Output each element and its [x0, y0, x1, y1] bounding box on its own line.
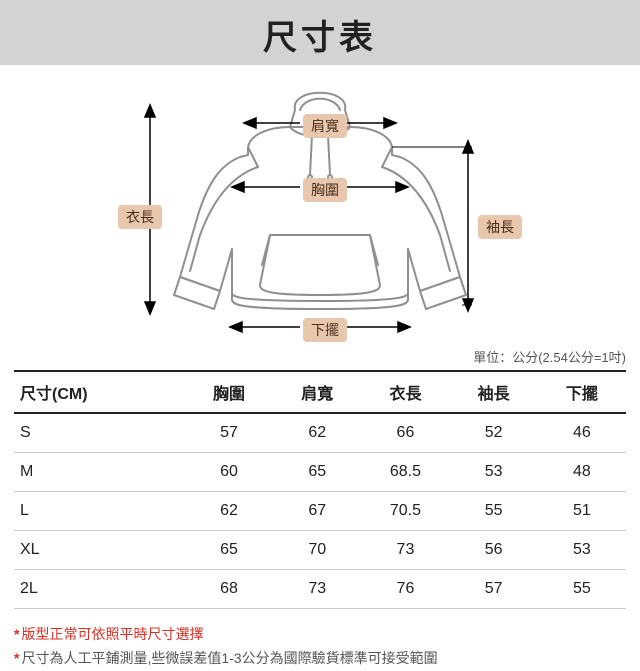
table-row: 2L6873765755: [14, 570, 626, 609]
table-cell: 73: [273, 570, 361, 609]
table-cell: 56: [450, 531, 538, 570]
table-cell: 66: [361, 413, 449, 453]
table-cell: 67: [273, 492, 361, 531]
col-chest: 胸圍: [185, 371, 273, 413]
table-cell: 60: [185, 453, 273, 492]
table-cell: 55: [538, 570, 626, 609]
table-cell: 55: [450, 492, 538, 531]
table-cell: 52: [450, 413, 538, 453]
col-length: 衣長: [361, 371, 449, 413]
col-sleeve: 袖長: [450, 371, 538, 413]
size-table: 尺寸(CM) 胸圍 肩寬 衣長 袖長 下擺 S5762665246M606568…: [14, 370, 626, 609]
col-shoulder: 肩寬: [273, 371, 361, 413]
table-cell: 57: [450, 570, 538, 609]
col-size: 尺寸(CM): [14, 371, 185, 413]
table-cell: 68.5: [361, 453, 449, 492]
page-title: 尺寸表: [0, 10, 640, 59]
table-cell: 53: [538, 531, 626, 570]
table-cell: 73: [361, 531, 449, 570]
label-shoulder: 肩寬: [303, 114, 347, 138]
table-cell: 70: [273, 531, 361, 570]
title-bar: 尺寸表: [0, 0, 640, 65]
table-cell: 51: [538, 492, 626, 531]
table-cell: S: [14, 413, 185, 453]
table-cell: 2L: [14, 570, 185, 609]
table-cell: 48: [538, 453, 626, 492]
table-cell: 53: [450, 453, 538, 492]
table-cell: XL: [14, 531, 185, 570]
table-row: S5762665246: [14, 413, 626, 453]
table-cell: 70.5: [361, 492, 449, 531]
footnotes: *版型正常可依照平時尺寸選擇 *尺寸為人工平鋪測量,些微誤差值1-3公分為國際驗…: [14, 623, 626, 671]
table-header-row: 尺寸(CM) 胸圍 肩寬 衣長 袖長 下擺: [14, 371, 626, 413]
label-hem: 下擺: [303, 318, 347, 342]
col-hem: 下擺: [538, 371, 626, 413]
table-cell: 76: [361, 570, 449, 609]
table-cell: 57: [185, 413, 273, 453]
note-2: 尺寸為人工平鋪測量,些微誤差值1-3公分為國際驗貨標準可接受範圍: [21, 650, 437, 666]
label-chest: 胸圍: [303, 178, 347, 202]
label-sleeve: 袖長: [478, 215, 522, 239]
table-cell: 65: [185, 531, 273, 570]
table-cell: 62: [273, 413, 361, 453]
label-length: 衣長: [118, 205, 162, 229]
table-row: M606568.55348: [14, 453, 626, 492]
table-cell: 65: [273, 453, 361, 492]
table-row: L626770.55551: [14, 492, 626, 531]
table-cell: 46: [538, 413, 626, 453]
table-cell: 62: [185, 492, 273, 531]
hoodie-diagram: 肩寬 胸圍 衣長 袖長 下擺: [0, 65, 640, 355]
table-row: XL6570735653: [14, 531, 626, 570]
table-cell: L: [14, 492, 185, 531]
table-cell: 68: [185, 570, 273, 609]
table-cell: M: [14, 453, 185, 492]
